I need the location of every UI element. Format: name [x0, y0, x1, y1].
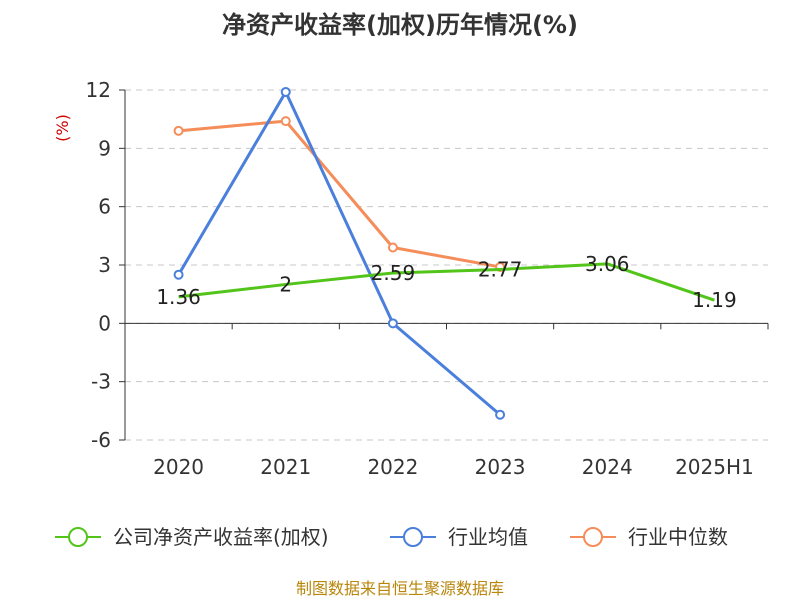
source-note: 制图数据来自恒生聚源数据库	[296, 579, 504, 598]
y-tick-label: 9	[98, 136, 111, 160]
x-tick-label: 2021	[260, 455, 311, 479]
legend-label: 公司净资产收益率(加权)	[113, 525, 329, 549]
series-point	[280, 116, 291, 127]
legend-label: 行业中位数	[628, 525, 728, 549]
legend-swatch-marker	[583, 527, 603, 547]
y-tick-label: -6	[91, 428, 111, 452]
legend: 公司净资产收益率(加权) 行业均值 行业中位数	[55, 525, 728, 549]
data-labels: 1.36 2 2.59 2.77 3.06 1.19	[156, 252, 736, 312]
data-label: 2	[279, 272, 292, 296]
series-layer	[173, 86, 715, 420]
y-tick-label: 0	[98, 311, 111, 335]
x-tick-label: 2024	[582, 455, 633, 479]
y-tick-label: 3	[98, 253, 111, 277]
data-label: 2.77	[478, 257, 523, 281]
legend-label: 行业均值	[448, 525, 528, 549]
series-point	[280, 86, 291, 97]
data-label: 1.36	[156, 285, 201, 309]
series-line	[178, 119, 501, 269]
chart-title: 净资产收益率(加权)历年情况(%)	[222, 11, 578, 39]
y-tick-label: -3	[91, 370, 111, 394]
legend-swatch-marker	[403, 527, 423, 547]
data-label: 1.19	[692, 288, 737, 312]
series-line	[178, 262, 715, 302]
x-tick-label: 2020	[153, 455, 204, 479]
x-tick-label: 2025H1	[675, 455, 754, 479]
legend-swatch-marker	[68, 527, 88, 547]
series-point	[173, 125, 184, 136]
x-tick-label: 2022	[367, 455, 418, 479]
grid-lines	[125, 89, 768, 441]
x-tick-label: 2023	[475, 455, 526, 479]
axes: 12 9 6 3 0 -3 -6 2020 2021 2022 2023 2024 2025H1	[86, 78, 769, 479]
series-line	[177, 90, 502, 416]
series-point	[387, 242, 398, 253]
series-point	[387, 318, 398, 329]
y-tick-label: 12	[86, 78, 111, 102]
y-tick-label: 6	[98, 195, 111, 219]
series-point	[495, 409, 506, 420]
y-axis-unit: (%)	[53, 114, 72, 142]
series-point	[173, 269, 184, 280]
data-label: 3.06	[585, 252, 630, 276]
data-label: 2.59	[371, 261, 416, 285]
